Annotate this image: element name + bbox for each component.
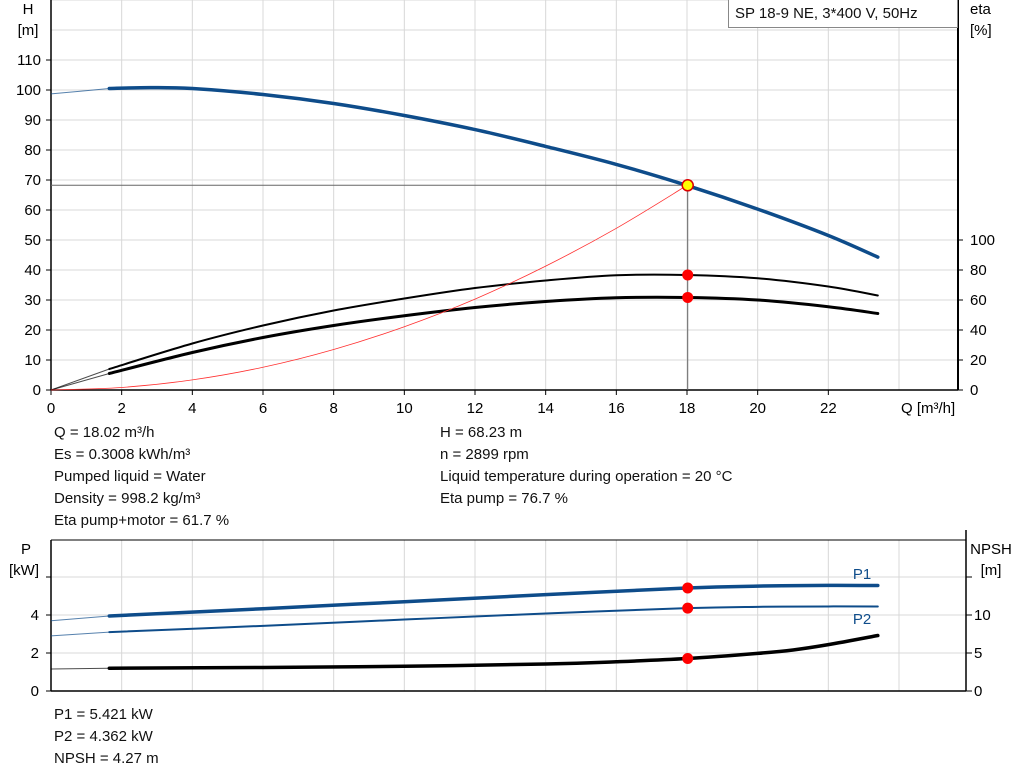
y-tick-label-right: 10 (974, 607, 991, 624)
eta-pump-marker (682, 269, 694, 281)
x-tick-label: 8 (329, 400, 337, 417)
y-tick-label-right: 20 (970, 352, 987, 369)
y-tick-label-left: 60 (24, 202, 41, 219)
x-tick-label: 0 (47, 400, 55, 417)
p1-series-label: P1 (853, 566, 871, 583)
info-liquid: Pumped liquid = Water (54, 468, 206, 485)
x-axis-label: Q [m³/h] (901, 400, 955, 417)
info-temp: Liquid temperature during operation = 20… (440, 468, 733, 485)
y-tick-label-right: 40 (970, 322, 987, 339)
y-tick-label-left: 0 (33, 382, 41, 399)
info-p2: P2 = 4.362 kW (54, 728, 153, 745)
y-tick-label-left: 4 (31, 607, 39, 624)
y-tick-label-right: 100 (970, 232, 995, 249)
eta_pump-extrapolated-line (50, 368, 110, 391)
operating-point-marker (681, 179, 694, 192)
y-axis-label-left: H (23, 1, 34, 18)
x-tick-label: 6 (259, 400, 267, 417)
y-tick-label-left: 90 (24, 112, 41, 129)
eta_pump-curve (108, 273, 879, 370)
chart-title: SP 18-9 NE, 3*400 V, 50Hz (728, 0, 958, 28)
P1-curve (107, 583, 880, 618)
x-tick-label: 10 (396, 400, 413, 417)
y-tick-label-right: 60 (970, 292, 987, 309)
x-tick-label: 18 (679, 400, 696, 417)
x-tick-label: 14 (537, 400, 554, 417)
x-tick-label: 20 (749, 400, 766, 417)
eta_pump_motor-extrapolated-line (50, 373, 110, 391)
npsh-marker (682, 653, 694, 665)
info-left: Q = 18.02 m³/h Es = 0.3008 kWh/m³ Pumped… (54, 422, 229, 532)
y-axis-label-right: eta (970, 1, 992, 18)
eta-pump-motor-marker (682, 291, 694, 303)
x-tick-label: 16 (608, 400, 625, 417)
H-extrapolated-line (50, 88, 110, 95)
x-tick-label: 4 (188, 400, 196, 417)
y-tick-label-left: 110 (17, 52, 41, 69)
info-right: H = 68.23 m n = 2899 rpm Liquid temperat… (440, 422, 732, 510)
y-tick-label-left: 30 (24, 292, 41, 309)
y-tick-label-left: 10 (24, 352, 41, 369)
P2-extrapolated-line (50, 631, 110, 637)
p1-marker (682, 582, 694, 594)
y-tick-label-left: 100 (16, 82, 41, 99)
y-axis-unit-right: [m] (981, 562, 1002, 579)
y-tick-label-left: 50 (24, 232, 41, 249)
y-axis-label-left: P (21, 541, 31, 558)
p2-marker (682, 602, 694, 614)
y-tick-label-right: 5 (974, 645, 982, 662)
x-tick-label: 22 (820, 400, 837, 417)
y-tick-label-left: 40 (24, 262, 41, 279)
NPSH-extrapolated-line (50, 667, 110, 670)
P1-extrapolated-line (50, 615, 110, 622)
y-tick-label-right: 0 (974, 683, 982, 700)
info-p1: P1 = 5.421 kW (54, 706, 153, 723)
y-tick-label-left: 70 (24, 172, 41, 189)
info-bottom: P1 = 5.421 kW P2 = 4.362 kW NPSH = 4.27 … (54, 704, 159, 770)
y-axis-unit-right: [%] (970, 22, 992, 39)
y-tick-label-left: 2 (31, 645, 39, 662)
p2-series-label: P2 (853, 611, 871, 628)
y-axis-label-right: NPSH (970, 541, 1012, 558)
info-npsh: NPSH = 4.27 m (54, 750, 159, 767)
info-eta-pump: Eta pump = 76.7 % (440, 490, 568, 507)
P2-curve (108, 605, 879, 634)
y-tick-label-right: 80 (970, 262, 987, 279)
info-q: Q = 18.02 m³/h (54, 424, 155, 441)
y-tick-label-left: 80 (24, 142, 41, 159)
y-tick-label-left: 20 (24, 322, 41, 339)
y-axis-unit-left: [m] (18, 22, 39, 39)
y-tick-label-left: 0 (31, 683, 39, 700)
y-axis-unit-left: [kW] (9, 562, 39, 579)
info-density: Density = 998.2 kg/m³ (54, 490, 201, 507)
system-curve (50, 185, 688, 391)
info-n: n = 2899 rpm (440, 446, 529, 463)
eta_pump_motor-curve (107, 295, 880, 375)
NPSH-curve (107, 633, 880, 670)
info-h: H = 68.23 m (440, 424, 523, 441)
H-curve (107, 85, 880, 259)
x-tick-label: 2 (117, 400, 125, 417)
info-es: Es = 0.3008 kWh/m³ (54, 446, 191, 463)
x-tick-label: 12 (467, 400, 484, 417)
info-eta-pump-motor: Eta pump+motor = 61.7 % (54, 512, 230, 529)
y-tick-label-right: 0 (970, 382, 978, 399)
